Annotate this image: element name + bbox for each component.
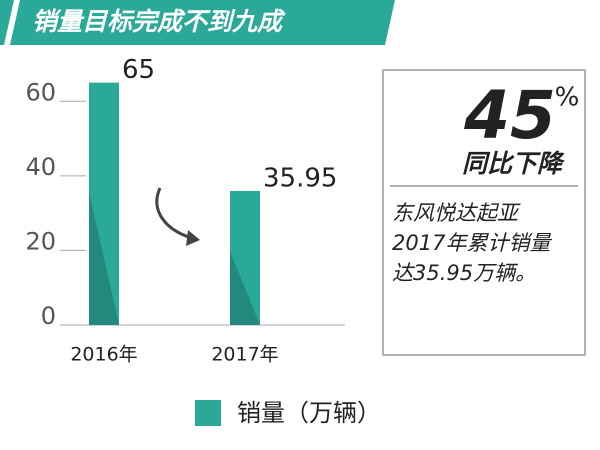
x-tick-label: 2016年: [70, 344, 137, 366]
y-tick-label: 20: [25, 227, 56, 255]
title-banner: [10, 0, 395, 45]
legend-swatch: [195, 400, 221, 426]
bar: [89, 82, 119, 326]
x-tick-label: 2017年: [211, 344, 278, 366]
callout-line: 东风悦达起亚: [392, 201, 521, 225]
title-stripe: [0, 0, 14, 45]
callout-line: 2017年累计销量: [392, 231, 552, 255]
legend-label: 销量（万辆）: [237, 399, 381, 427]
callout-unit: %: [555, 83, 580, 113]
bar: [230, 190, 260, 325]
callout-number: 45: [463, 77, 556, 154]
callout-line: 达35.95万辆。: [392, 261, 536, 285]
callout-box: [382, 69, 586, 356]
chart-title: 销量目标完成不到九成: [32, 7, 286, 36]
arrow-head: [186, 230, 200, 246]
callout-headline: 同比下降: [462, 149, 566, 178]
arrow: [155, 187, 193, 240]
y-tick-label: 0: [41, 302, 56, 330]
value-label: 65: [122, 55, 155, 85]
value-label: 35.95: [263, 163, 337, 193]
y-tick-label: 40: [25, 153, 56, 181]
y-tick-label: 60: [25, 78, 56, 106]
